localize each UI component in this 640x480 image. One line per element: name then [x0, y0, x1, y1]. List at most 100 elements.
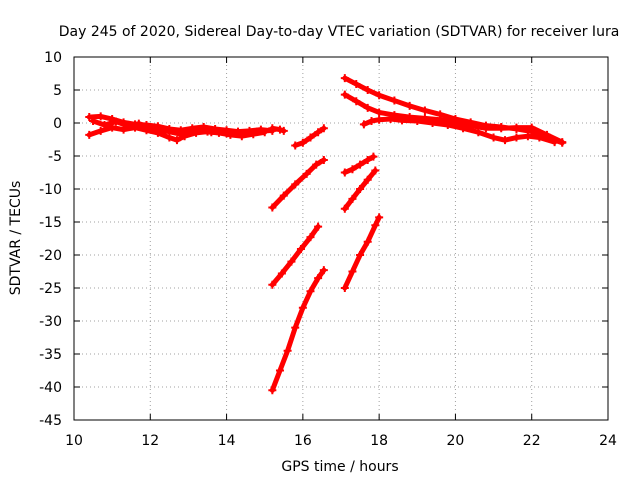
data-point	[123, 121, 132, 130]
series-line	[342, 75, 565, 146]
data-point	[291, 323, 300, 332]
data-point	[489, 133, 498, 142]
data-point	[340, 90, 349, 99]
data-point	[319, 155, 328, 164]
data-point	[340, 204, 349, 213]
data-point	[501, 136, 510, 145]
data-point	[535, 133, 544, 142]
data-series	[291, 124, 328, 150]
data-point	[363, 175, 372, 184]
data-point	[512, 133, 521, 142]
data-point	[161, 126, 170, 135]
data-point	[474, 128, 483, 137]
data-point	[367, 117, 376, 126]
data-point	[356, 160, 365, 169]
y-tick-label: -20	[39, 248, 62, 264]
data-point	[279, 191, 288, 200]
data-series	[89, 117, 262, 139]
x-tick-label: 18	[370, 433, 388, 449]
data-point	[363, 155, 372, 164]
data-point	[340, 284, 349, 292]
y-tick-label: -30	[39, 314, 62, 330]
data-point	[371, 166, 380, 175]
data-point	[356, 185, 365, 193]
data-point	[260, 128, 269, 137]
data-point	[523, 132, 532, 141]
data-point	[352, 97, 361, 106]
y-tick-label: -10	[39, 182, 62, 198]
data-series	[340, 213, 384, 292]
x-tick-label: 20	[447, 433, 465, 449]
data-point	[146, 123, 155, 132]
data-point	[283, 346, 292, 355]
data-point	[398, 116, 407, 125]
series-line	[342, 214, 382, 291]
data-point	[386, 115, 395, 124]
data-point	[428, 119, 437, 127]
data-point	[165, 133, 174, 142]
y-tick-label: -25	[39, 281, 62, 297]
x-tick-label: 16	[294, 433, 312, 449]
data-series	[268, 222, 323, 289]
data-point	[375, 91, 384, 100]
data-point	[375, 115, 384, 124]
data-point	[413, 117, 422, 126]
data-point	[363, 237, 372, 246]
data-point	[268, 203, 277, 212]
y-tick-label: -45	[39, 413, 62, 429]
data-point	[356, 251, 365, 259]
data-point	[340, 74, 349, 83]
data-series	[268, 266, 328, 395]
data-point	[291, 180, 300, 189]
tick-marks	[73, 56, 609, 421]
data-point	[363, 103, 372, 112]
y-tick-label: 5	[53, 83, 62, 99]
data-point	[291, 141, 300, 150]
x-tick-label: 12	[141, 433, 159, 449]
x-axis-label: GPS time / hours	[281, 459, 398, 475]
y-tick-labels: 10 5 0 -5 -10 -15 -20 -25 -30 -35 -40 -45	[39, 50, 62, 429]
data-point	[314, 222, 323, 231]
y-tick-label: 0	[53, 116, 62, 132]
data-point	[85, 130, 94, 139]
data-point	[275, 366, 284, 375]
data-point	[111, 117, 120, 126]
data-point	[371, 221, 380, 230]
data-point	[405, 101, 414, 110]
data-series	[340, 152, 378, 177]
data-point	[277, 269, 286, 278]
y-tick-label: -5	[48, 149, 62, 165]
data-point	[459, 124, 468, 133]
data-point	[306, 287, 315, 296]
data-point	[275, 125, 284, 134]
y-tick-label: -35	[39, 347, 62, 363]
series-line	[269, 224, 321, 288]
data-point	[512, 123, 521, 132]
data-point	[302, 169, 311, 178]
y-tick-label: -15	[39, 215, 62, 231]
data-point	[348, 194, 357, 203]
data-point	[298, 138, 307, 147]
data-point	[89, 117, 98, 126]
data-point	[352, 80, 361, 89]
data-point	[176, 130, 185, 139]
x-tick-label: 22	[523, 433, 541, 449]
data-point	[268, 124, 277, 133]
data-point	[348, 165, 357, 174]
data-point	[348, 267, 357, 276]
series-line	[361, 116, 558, 145]
data-point	[375, 213, 384, 222]
x-tick-label: 24	[599, 433, 617, 449]
data-point	[340, 168, 349, 177]
series-line	[269, 267, 327, 393]
data-point	[363, 86, 372, 94]
data-point	[172, 136, 181, 145]
data-point	[390, 96, 399, 105]
x-tick-label: 10	[65, 433, 83, 449]
data-point	[96, 112, 105, 121]
chart-title: Day 245 of 2020, Sidereal Day-to-day VTE…	[59, 24, 620, 40]
series-layer	[85, 74, 567, 395]
data-point	[222, 129, 231, 138]
data-point	[192, 126, 201, 135]
